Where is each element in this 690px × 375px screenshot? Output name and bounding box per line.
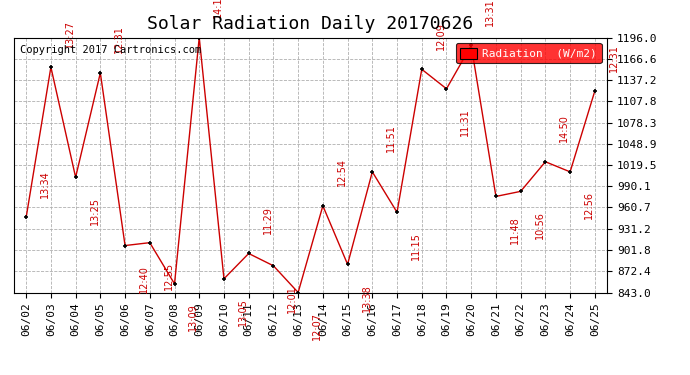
Point <box>95 70 106 76</box>
Point <box>293 290 304 296</box>
Point <box>317 203 328 209</box>
Text: 12:54: 12:54 <box>337 158 347 186</box>
Point <box>491 194 502 200</box>
Point <box>367 169 378 175</box>
Text: 12:07: 12:07 <box>312 312 322 340</box>
Legend: Radiation  (W/m2): Radiation (W/m2) <box>456 43 602 63</box>
Text: 11:51: 11:51 <box>386 124 396 152</box>
Text: 12:56: 12:56 <box>584 191 594 219</box>
Text: Copyright 2017 Cartronics.com: Copyright 2017 Cartronics.com <box>20 45 201 55</box>
Text: 13:25: 13:25 <box>90 197 99 225</box>
Text: 11:29: 11:29 <box>263 206 273 234</box>
Text: 14:11: 14:11 <box>213 0 223 18</box>
Text: 13:09: 13:09 <box>188 303 199 331</box>
Text: 12:31: 12:31 <box>609 44 619 72</box>
Title: Solar Radiation Daily 20170626: Solar Radiation Daily 20170626 <box>148 15 473 33</box>
Point <box>466 42 477 48</box>
Point <box>342 261 353 267</box>
Text: 13:05: 13:05 <box>238 298 248 326</box>
Text: 13:31: 13:31 <box>485 0 495 26</box>
Text: 13:27: 13:27 <box>65 20 75 48</box>
Point <box>391 209 402 215</box>
Text: 14:50: 14:50 <box>560 114 569 142</box>
Point <box>540 159 551 165</box>
Text: 12:01: 12:01 <box>287 285 297 313</box>
Text: 11:48: 11:48 <box>510 216 520 244</box>
Point <box>441 86 452 92</box>
Text: 12:40: 12:40 <box>139 265 149 293</box>
Point <box>21 214 32 220</box>
Text: 13:34: 13:34 <box>40 170 50 198</box>
Text: 13:38: 13:38 <box>362 284 371 312</box>
Point <box>70 174 81 180</box>
Text: 12:09: 12:09 <box>435 22 446 50</box>
Point <box>46 64 57 70</box>
Point <box>144 240 155 246</box>
Text: 11:15: 11:15 <box>411 232 421 260</box>
Point <box>169 281 180 287</box>
Text: 12:31: 12:31 <box>115 26 124 54</box>
Point <box>194 34 205 40</box>
Point <box>243 251 254 257</box>
Text: 11:31: 11:31 <box>460 108 471 136</box>
Point <box>416 66 427 72</box>
Point <box>268 263 279 269</box>
Point <box>119 243 130 249</box>
Point <box>564 169 575 175</box>
Point <box>219 276 230 282</box>
Point <box>515 188 526 194</box>
Point <box>589 88 600 94</box>
Text: 10:56: 10:56 <box>535 211 544 238</box>
Text: 12:55: 12:55 <box>164 262 174 290</box>
